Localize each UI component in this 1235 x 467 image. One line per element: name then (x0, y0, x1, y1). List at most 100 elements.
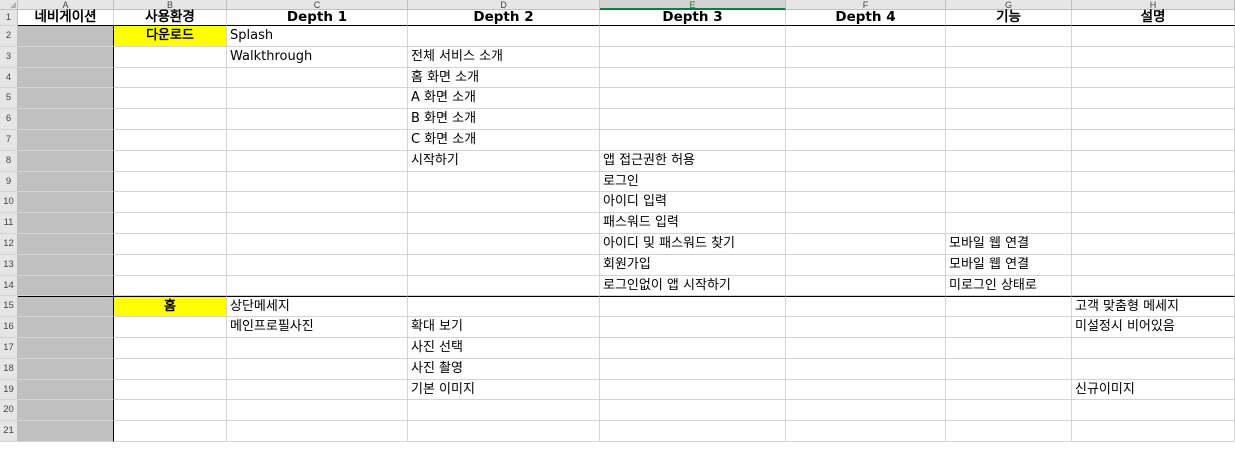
cell-d15[interactable] (408, 296, 600, 318)
header-cell-e[interactable]: Depth 3 (600, 10, 786, 26)
cell-e18[interactable] (600, 358, 786, 380)
cell-e2[interactable] (600, 26, 786, 47)
cell-g17[interactable] (946, 337, 1072, 359)
cell-d21[interactable] (408, 421, 600, 442)
cell-g20[interactable] (946, 400, 1072, 422)
header-cell-d[interactable]: Depth 2 (408, 10, 600, 26)
cell-e5[interactable] (600, 88, 786, 110)
cell-a19[interactable] (18, 379, 114, 401)
cell-f10[interactable] (786, 192, 946, 214)
cell-a17[interactable] (18, 337, 114, 359)
row-header-4[interactable]: 4 (0, 67, 18, 89)
cell-a10[interactable] (18, 192, 114, 214)
cell-e8[interactable]: 앱 접근권한 허용 (600, 150, 786, 172)
cell-f4[interactable] (786, 67, 946, 89)
cell-h13[interactable] (1072, 254, 1235, 276)
cell-c15[interactable]: 상단메세지 (227, 296, 408, 318)
cell-f2[interactable] (786, 26, 946, 47)
cell-f9[interactable] (786, 171, 946, 193)
cell-e19[interactable] (600, 379, 786, 401)
cell-d3[interactable]: 전체 서비스 소개 (408, 46, 600, 68)
cell-b10[interactable] (114, 192, 227, 214)
cell-g15[interactable] (946, 296, 1072, 318)
row-header-13[interactable]: 13 (0, 254, 18, 276)
cell-c9[interactable] (227, 171, 408, 193)
cell-f15[interactable] (786, 296, 946, 318)
cell-a2[interactable] (18, 26, 114, 47)
cell-b9[interactable] (114, 171, 227, 193)
cell-b4[interactable] (114, 67, 227, 89)
cell-a21[interactable] (18, 421, 114, 442)
cell-c8[interactable] (227, 150, 408, 172)
row-header-15[interactable]: 15 (0, 296, 18, 318)
column-header-e[interactable]: E (600, 0, 786, 10)
cell-h17[interactable] (1072, 337, 1235, 359)
row-header-17[interactable]: 17 (0, 337, 18, 359)
cell-c20[interactable] (227, 400, 408, 422)
cell-a9[interactable] (18, 171, 114, 193)
cell-a12[interactable] (18, 233, 114, 255)
cell-b6[interactable] (114, 109, 227, 130)
cell-e13[interactable]: 회원가입 (600, 254, 786, 276)
cell-a6[interactable] (18, 109, 114, 130)
cell-e21[interactable] (600, 421, 786, 442)
cell-h19[interactable]: 신규이미지 (1072, 379, 1235, 401)
cell-f5[interactable] (786, 88, 946, 110)
cell-c7[interactable] (227, 129, 408, 151)
header-cell-f[interactable]: Depth 4 (786, 10, 946, 26)
cell-c10[interactable] (227, 192, 408, 214)
cell-h12[interactable] (1072, 233, 1235, 255)
cell-g10[interactable] (946, 192, 1072, 214)
cell-e17[interactable] (600, 337, 786, 359)
cell-d9[interactable] (408, 171, 600, 193)
cell-b21[interactable] (114, 421, 227, 442)
cell-h7[interactable] (1072, 129, 1235, 151)
cell-d4[interactable]: 홈 화면 소개 (408, 67, 600, 89)
cell-g8[interactable] (946, 150, 1072, 172)
cell-f12[interactable] (786, 233, 946, 255)
cell-h8[interactable] (1072, 150, 1235, 172)
cell-h9[interactable] (1072, 171, 1235, 193)
row-header-8[interactable]: 8 (0, 150, 18, 172)
cell-f8[interactable] (786, 150, 946, 172)
cell-h15[interactable]: 고객 맞춤형 메세지 (1072, 296, 1235, 318)
cell-g3[interactable] (946, 46, 1072, 68)
cell-g21[interactable] (946, 421, 1072, 442)
cell-b3[interactable] (114, 46, 227, 68)
cell-e11[interactable]: 패스워드 입력 (600, 213, 786, 234)
cell-g14[interactable]: 미로그인 상태로 (946, 275, 1072, 297)
row-header-18[interactable]: 18 (0, 358, 18, 380)
cell-e4[interactable] (600, 67, 786, 89)
cell-g9[interactable] (946, 171, 1072, 193)
cell-h18[interactable] (1072, 358, 1235, 380)
cell-g2[interactable] (946, 26, 1072, 47)
header-cell-h[interactable]: 설명 (1072, 10, 1235, 26)
row-header-5[interactable]: 5 (0, 88, 18, 110)
cell-e6[interactable] (600, 109, 786, 130)
cell-f18[interactable] (786, 358, 946, 380)
cell-b2[interactable]: 다운로드 (114, 26, 227, 47)
cell-d2[interactable] (408, 26, 600, 47)
cell-d5[interactable]: A 화면 소개 (408, 88, 600, 110)
cell-g7[interactable] (946, 129, 1072, 151)
column-header-b[interactable]: B (114, 0, 227, 10)
row-header-16[interactable]: 16 (0, 317, 18, 338)
row-header-2[interactable]: 2 (0, 26, 18, 47)
cell-h20[interactable] (1072, 400, 1235, 422)
cell-c17[interactable] (227, 337, 408, 359)
cell-g4[interactable] (946, 67, 1072, 89)
cell-a3[interactable] (18, 46, 114, 68)
cell-h11[interactable] (1072, 213, 1235, 234)
cell-c13[interactable] (227, 254, 408, 276)
cell-d11[interactable] (408, 213, 600, 234)
cell-b18[interactable] (114, 358, 227, 380)
cell-b12[interactable] (114, 233, 227, 255)
header-cell-b[interactable]: 사용환경 (114, 10, 227, 26)
cell-f11[interactable] (786, 213, 946, 234)
column-header-c[interactable]: C (227, 0, 408, 10)
cell-e20[interactable] (600, 400, 786, 422)
row-header-3[interactable]: 3 (0, 46, 18, 68)
cell-e14[interactable]: 로그인없이 앱 시작하기 (600, 275, 786, 297)
cell-b17[interactable] (114, 337, 227, 359)
cell-d18[interactable]: 사진 촬영 (408, 358, 600, 380)
